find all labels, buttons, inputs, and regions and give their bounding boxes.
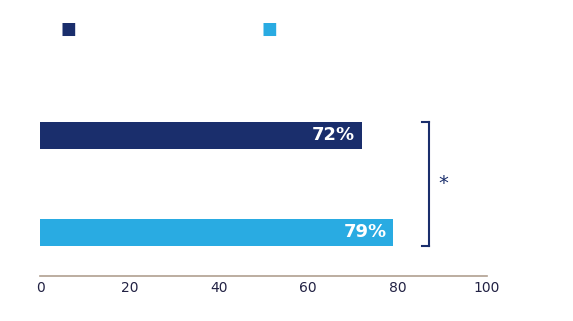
Text: ■: ■ (261, 20, 277, 38)
Bar (40, 122, 362, 149)
Text: ■: ■ (61, 20, 77, 38)
Text: 72%: 72% (312, 126, 355, 144)
Bar (40, 219, 393, 246)
Text: *: * (438, 174, 448, 193)
Text: 79%: 79% (343, 223, 387, 241)
